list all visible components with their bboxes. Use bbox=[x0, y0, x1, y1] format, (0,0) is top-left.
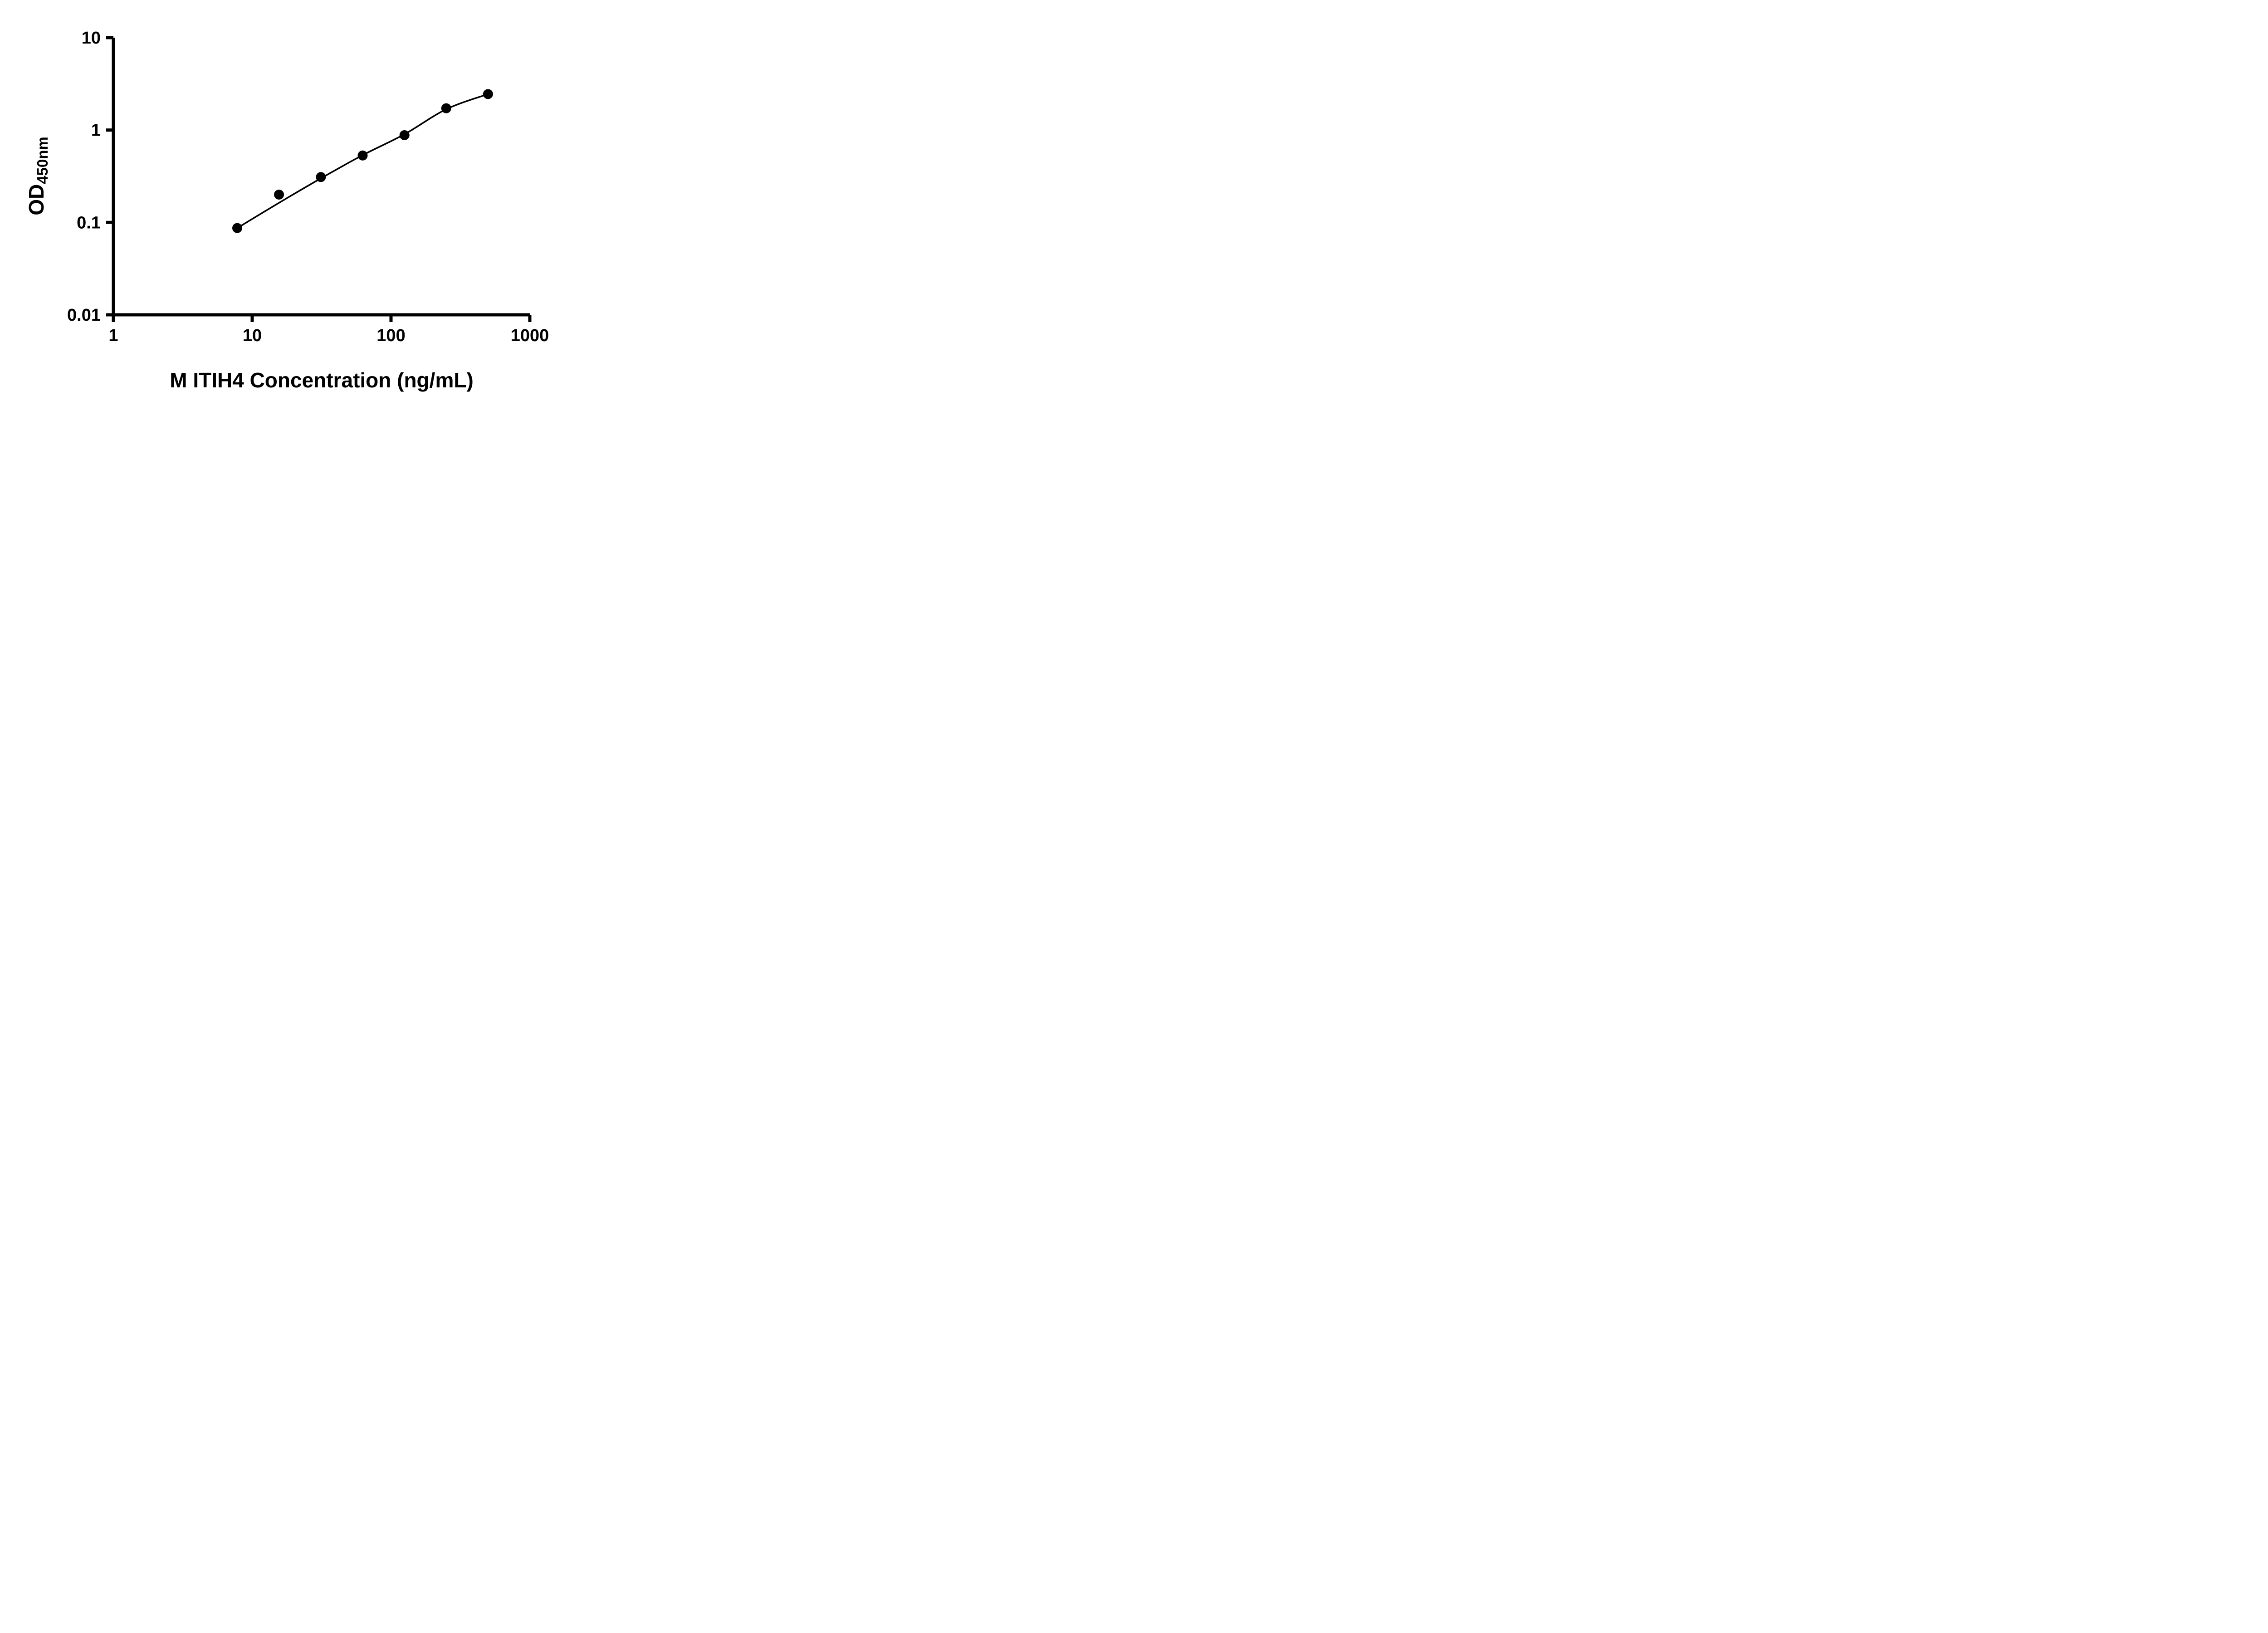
x-tick-label: 10 bbox=[243, 326, 262, 345]
y-axis-title-sub: 450nm bbox=[34, 137, 51, 184]
y-tick-label: 1 bbox=[91, 121, 101, 140]
y-tick-label: 0.01 bbox=[67, 306, 101, 325]
x-tick-label: 1 bbox=[108, 326, 118, 345]
elisa-standard-curve-figure: 1 10 100 1000 0.01 0.1 1 10 OD450nm M ITIH4 Con… bbox=[0, 0, 583, 408]
x-axis-title: M ITIH4 Concentration (ng/mL) bbox=[170, 368, 474, 392]
y-axis-title: OD450nm bbox=[24, 137, 51, 215]
x-tick-label: 1000 bbox=[511, 326, 549, 345]
y-tick-label: 10 bbox=[82, 29, 101, 48]
plot-area: 1 10 100 1000 0.01 0.1 1 10 bbox=[67, 29, 549, 345]
data-point bbox=[232, 223, 242, 233]
y-axis-title-main: OD bbox=[24, 184, 48, 215]
data-point bbox=[483, 89, 493, 99]
data-point bbox=[399, 130, 410, 140]
fit-curve bbox=[237, 93, 489, 229]
x-tick-label: 100 bbox=[376, 326, 405, 345]
data-point bbox=[274, 190, 284, 200]
y-tick-label: 0.1 bbox=[77, 213, 101, 232]
data-point bbox=[441, 103, 451, 113]
data-point bbox=[316, 172, 326, 182]
data-point bbox=[357, 150, 368, 161]
